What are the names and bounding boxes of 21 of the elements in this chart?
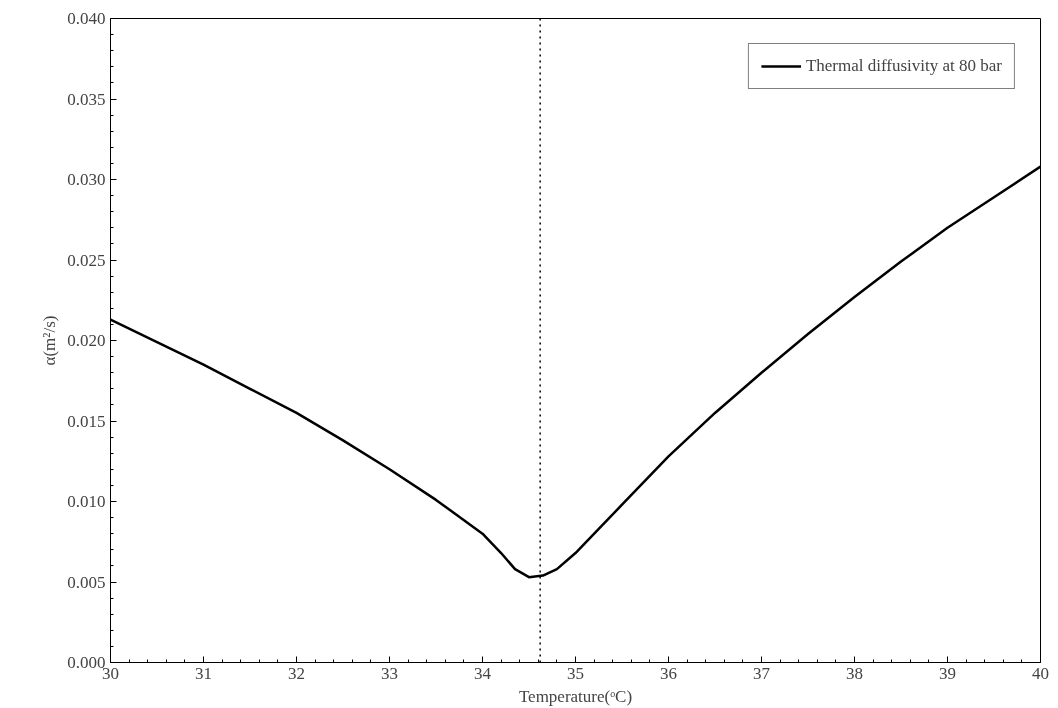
x-tick-label: 34 <box>474 663 492 683</box>
x-tick-label: 39 <box>939 663 956 683</box>
y-tick-label: 0.020 <box>67 331 106 350</box>
y-axis-title: α(m²/s) <box>40 315 60 366</box>
y-tick-label: 0.030 <box>67 170 106 189</box>
y-tick-label: 0.005 <box>67 572 106 592</box>
x-tick-label: 35 <box>567 663 584 683</box>
x-axis-title: Temperature(ᵒC) <box>518 686 633 706</box>
y-tick-label: 0.040 <box>67 9 106 28</box>
legend-label: Thermal diffusivity at 80 bar <box>805 56 1002 76</box>
x-tick-label: 32 <box>288 663 305 683</box>
x-tick-label: 33 <box>381 663 398 683</box>
y-tick-label: 0.025 <box>67 250 106 270</box>
y-tick-label: 0.010 <box>67 492 106 511</box>
x-tick-label: 36 <box>660 663 677 683</box>
y-tick-label: 0.015 <box>67 411 106 431</box>
x-tick-label: 40 <box>1032 663 1049 683</box>
x-tick-label: 37 <box>753 663 771 683</box>
x-tick-label: 38 <box>846 663 863 683</box>
y-tick-label: 0.035 <box>67 89 106 109</box>
x-tick-label: 31 <box>195 663 212 683</box>
